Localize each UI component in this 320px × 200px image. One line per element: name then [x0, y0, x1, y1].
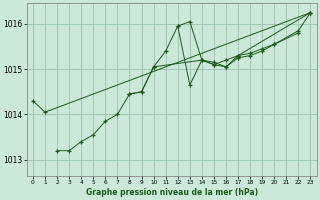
X-axis label: Graphe pression niveau de la mer (hPa): Graphe pression niveau de la mer (hPa) [86, 188, 258, 197]
